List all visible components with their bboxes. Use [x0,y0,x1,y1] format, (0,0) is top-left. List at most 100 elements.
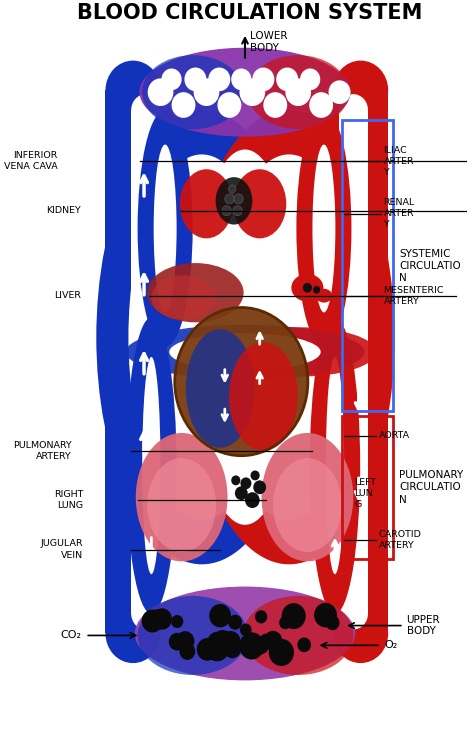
Text: CO₂: CO₂ [61,630,82,641]
Ellipse shape [136,433,228,561]
Circle shape [285,78,311,106]
Ellipse shape [296,110,351,347]
Circle shape [184,68,207,91]
Ellipse shape [137,110,192,347]
Circle shape [209,604,231,627]
Ellipse shape [147,458,216,552]
Circle shape [228,614,242,629]
Text: ILIAC
ARTER
Y: ILIAC ARTER Y [383,146,414,177]
Circle shape [328,80,351,104]
Text: BLOOD CIRCULATION SYSTEM: BLOOD CIRCULATION SYSTEM [77,3,422,23]
Ellipse shape [106,61,161,120]
Bar [342,416,393,559]
Circle shape [193,78,219,106]
Circle shape [313,286,320,294]
Text: LOWER
BODY: LOWER BODY [250,31,288,53]
FancyBboxPatch shape [131,110,161,614]
Ellipse shape [137,596,248,675]
Ellipse shape [135,587,355,681]
Circle shape [221,631,241,653]
Circle shape [142,609,163,632]
Ellipse shape [273,458,342,552]
Circle shape [309,92,333,118]
Circle shape [152,608,172,629]
Circle shape [255,610,267,623]
Text: SYSTEMIC
CIRCULATIO
N: SYSTEMIC CIRCULATIO N [399,249,461,284]
Circle shape [303,283,312,293]
Text: KIDNEY: KIDNEY [46,206,81,215]
Circle shape [260,634,272,647]
Circle shape [231,68,251,90]
Circle shape [326,615,339,630]
Circle shape [240,478,251,490]
Ellipse shape [333,61,388,120]
Ellipse shape [126,325,365,379]
Ellipse shape [310,317,360,614]
Circle shape [252,68,274,91]
Text: MESENTERIC
ARTERY: MESENTERIC ARTERY [383,286,444,306]
Circle shape [148,78,173,106]
Ellipse shape [216,177,252,225]
Circle shape [208,68,230,91]
Ellipse shape [128,154,275,520]
Circle shape [282,603,306,629]
Ellipse shape [131,598,161,629]
Circle shape [239,632,264,660]
Ellipse shape [262,433,353,561]
Circle shape [245,493,260,508]
Circle shape [211,630,234,655]
Circle shape [162,68,182,90]
Circle shape [250,471,260,481]
Circle shape [264,92,287,118]
Ellipse shape [126,317,177,614]
Ellipse shape [154,144,177,312]
Ellipse shape [220,327,376,377]
Circle shape [253,481,266,494]
Circle shape [234,194,243,204]
Circle shape [222,206,231,216]
Bar [342,120,393,411]
Circle shape [207,632,227,652]
Ellipse shape [292,274,323,302]
Ellipse shape [338,598,368,629]
Circle shape [171,615,183,628]
Circle shape [205,636,229,662]
Circle shape [239,78,265,106]
Ellipse shape [175,308,308,456]
Circle shape [257,640,269,653]
Ellipse shape [338,94,368,126]
Ellipse shape [312,144,336,312]
Ellipse shape [131,94,161,126]
Ellipse shape [147,263,244,323]
Ellipse shape [243,596,353,675]
Ellipse shape [139,47,351,137]
Circle shape [225,194,234,204]
Ellipse shape [142,55,243,129]
Ellipse shape [180,169,233,238]
Circle shape [218,92,241,118]
Circle shape [235,487,248,500]
Circle shape [231,475,240,485]
Circle shape [297,638,311,652]
Text: LIVER: LIVER [54,291,81,300]
Ellipse shape [186,329,255,447]
Text: UPPER
BODY: UPPER BODY [407,615,440,636]
Ellipse shape [248,55,349,129]
Ellipse shape [106,604,161,663]
FancyBboxPatch shape [333,90,388,633]
FancyBboxPatch shape [106,90,161,633]
Circle shape [150,609,165,625]
Ellipse shape [96,110,308,564]
Circle shape [180,643,195,660]
Circle shape [240,623,252,636]
Text: PULMONARY
ARTERY: PULMONARY ARTERY [13,441,72,461]
Text: JUGULAR
VEIN: JUGULAR VEIN [41,539,83,559]
FancyBboxPatch shape [338,110,368,614]
Text: RIGHT
LUNG: RIGHT LUNG [54,490,83,510]
Ellipse shape [216,154,363,520]
Circle shape [197,638,218,661]
Circle shape [233,206,242,216]
Circle shape [314,603,337,627]
Text: AORTA: AORTA [379,432,410,441]
Text: PULMONARY
CIRCULATIO
N: PULMONARY CIRCULATIO N [399,470,464,505]
